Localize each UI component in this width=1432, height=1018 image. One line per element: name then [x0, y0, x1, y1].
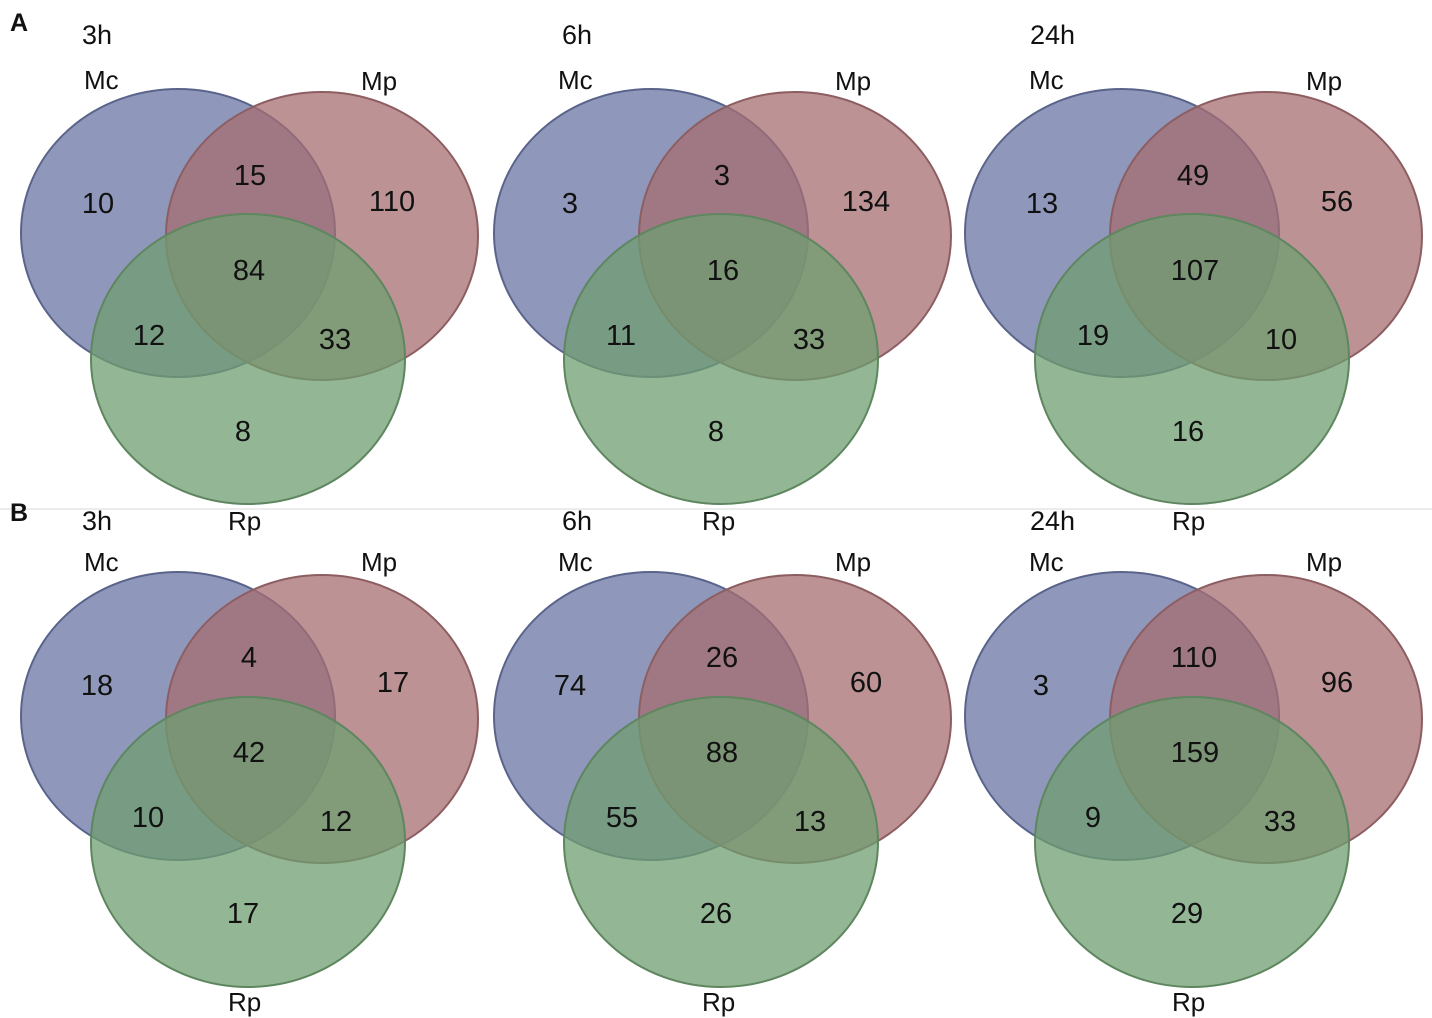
set-label-mc: Mc — [1029, 65, 1064, 95]
venn-a-24h: 24h Mc Mp Rp 13 49 56 107 19 10 16 — [964, 20, 1423, 536]
count-mc-mp: 49 — [1177, 160, 1209, 192]
count-mp-rp: 33 — [793, 324, 825, 356]
count-mp-rp: 33 — [1264, 806, 1296, 838]
set-label-rp: Rp — [702, 506, 735, 536]
count-mp-rp: 13 — [794, 806, 826, 838]
count-mc-rp: 55 — [606, 802, 638, 834]
time-label: 24h — [1030, 506, 1075, 536]
count-mc-mp: 15 — [234, 160, 266, 192]
count-mc-mp: 4 — [241, 642, 257, 674]
panel-a-letter: A — [10, 9, 28, 37]
circle-rp — [90, 696, 406, 988]
count-all-three: 84 — [233, 255, 265, 287]
count-all-three: 107 — [1171, 255, 1219, 287]
time-label: 6h — [562, 506, 592, 536]
count-mp-only: 134 — [842, 186, 890, 218]
set-label-mp: Mp — [361, 547, 397, 577]
venn-b-24h: 24h Mc Mp Rp 3 110 96 159 9 33 29 — [964, 506, 1423, 1017]
count-mp-only: 96 — [1321, 667, 1353, 699]
set-label-rp: Rp — [1172, 987, 1205, 1017]
count-mp-rp: 10 — [1265, 324, 1297, 356]
time-label: 3h — [82, 20, 112, 50]
count-mc-only: 13 — [1026, 188, 1058, 220]
count-rp-only: 17 — [227, 898, 259, 930]
set-label-rp: Rp — [1172, 506, 1205, 536]
set-label-mp: Mp — [835, 547, 871, 577]
set-label-mc: Mc — [84, 65, 119, 95]
set-label-mp: Mp — [1306, 547, 1342, 577]
panel-a: A 3h Mc Mp Rp 10 15 110 84 12 33 8 6h Mc… — [10, 9, 1423, 536]
set-label-rp: Rp — [702, 987, 735, 1017]
set-label-mc: Mc — [558, 547, 593, 577]
set-label-rp: Rp — [228, 506, 261, 536]
set-label-mc: Mc — [1029, 547, 1064, 577]
circle-rp — [1034, 696, 1350, 988]
count-mc-rp: 19 — [1077, 320, 1109, 352]
count-mc-rp: 9 — [1085, 802, 1101, 834]
count-mc-mp: 26 — [706, 642, 738, 674]
panel-b: B 3h Mc Mp Rp 18 4 17 42 10 12 17 6h Mc … — [10, 499, 1423, 1017]
count-rp-only: 29 — [1171, 898, 1203, 930]
count-mc-only: 74 — [554, 670, 586, 702]
count-mp-rp: 12 — [320, 806, 352, 838]
circle-rp — [90, 213, 406, 505]
count-mp-only: 17 — [377, 667, 409, 699]
count-mc-mp: 110 — [1171, 642, 1217, 674]
count-all-three: 42 — [233, 737, 265, 769]
venn-a-6h: 6h Mc Mp Rp 3 3 134 16 11 33 8 — [493, 20, 952, 536]
count-mc-mp: 3 — [714, 160, 730, 192]
venn-a-3h: 3h Mc Mp Rp 10 15 110 84 12 33 8 — [20, 20, 479, 536]
set-label-mp: Mp — [835, 66, 871, 96]
count-mc-rp: 12 — [133, 320, 165, 352]
count-mc-rp: 10 — [132, 802, 164, 834]
count-all-three: 88 — [706, 737, 738, 769]
time-label: 3h — [82, 506, 112, 536]
count-mp-only: 56 — [1321, 186, 1353, 218]
set-label-mc: Mc — [84, 547, 119, 577]
venn-b-3h: 3h Mc Mp Rp 18 4 17 42 10 12 17 — [20, 506, 479, 1017]
count-mc-only: 10 — [82, 188, 114, 220]
time-label: 24h — [1030, 20, 1075, 50]
count-mp-rp: 33 — [319, 324, 351, 356]
count-rp-only: 8 — [708, 416, 724, 448]
time-label: 6h — [562, 20, 592, 50]
count-rp-only: 16 — [1172, 416, 1204, 448]
set-label-mp: Mp — [1306, 66, 1342, 96]
circle-rp — [1034, 213, 1350, 505]
count-mc-only: 3 — [562, 188, 578, 220]
count-mc-only: 3 — [1033, 670, 1049, 702]
panel-b-letter: B — [10, 499, 28, 527]
count-mc-only: 18 — [81, 670, 113, 702]
count-rp-only: 26 — [700, 898, 732, 930]
set-label-rp: Rp — [228, 987, 261, 1017]
count-mp-only: 60 — [850, 667, 882, 699]
count-mp-only: 110 — [369, 186, 415, 218]
venn-b-6h: 6h Mc Mp Rp 74 26 60 88 55 13 26 — [493, 506, 952, 1017]
count-all-three: 16 — [707, 255, 739, 287]
set-label-mp: Mp — [361, 66, 397, 96]
circle-rp — [563, 213, 879, 505]
count-rp-only: 8 — [235, 416, 251, 448]
circle-rp — [563, 696, 879, 988]
set-label-mc: Mc — [558, 65, 593, 95]
count-mc-rp: 11 — [606, 320, 636, 352]
count-all-three: 159 — [1171, 737, 1219, 769]
